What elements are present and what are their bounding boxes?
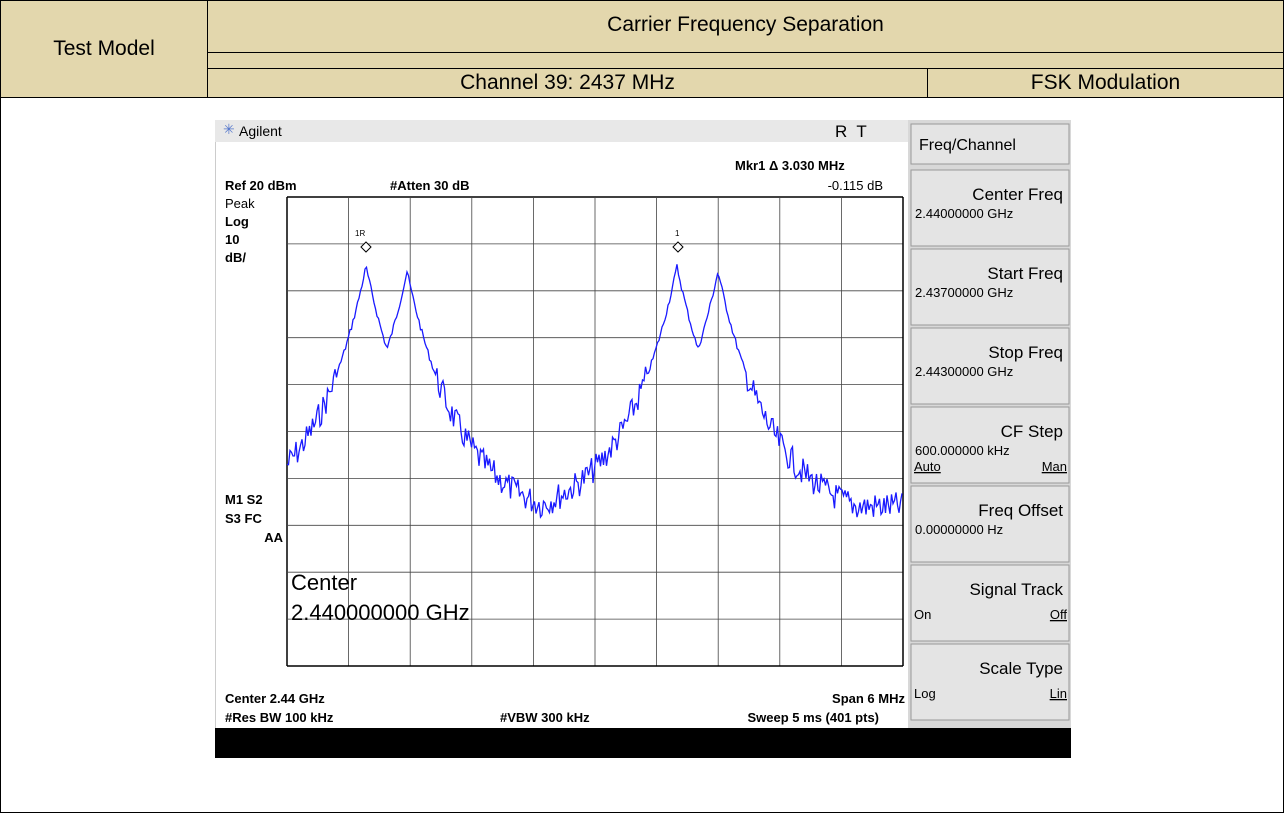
brand: Agilent [239, 123, 282, 139]
footer-vbw: #VBW 300 kHz [500, 710, 590, 725]
top-bar [215, 120, 908, 142]
marker-delta [672, 241, 684, 253]
marker: Mkr1 Δ 3.030 MHz [735, 158, 845, 173]
empty-cell [207, 52, 1284, 69]
marker-level: -0.115 dB [828, 178, 883, 193]
softkey-option: Off [1050, 607, 1067, 622]
softkey-option: Lin [1050, 686, 1067, 701]
scale-label: Log [225, 214, 249, 229]
softkey-value: 2.44300000 GHz [915, 364, 1013, 379]
scale-label: 10 [225, 232, 239, 247]
status-label: S3 FC [225, 511, 262, 526]
softkey-value: 0.00000000 Hz [915, 522, 1003, 537]
status: R T [835, 122, 867, 141]
softkey[interactable] [910, 485, 1070, 563]
softkey-value: 2.43700000 GHz [915, 285, 1013, 300]
scale-label: dB/ [225, 250, 246, 265]
softkey-title: Freq Offset [978, 501, 1063, 520]
marker-ref [360, 241, 372, 253]
status-bar [215, 728, 1071, 758]
channel-cell: Channel 39: 2437 MHz [207, 68, 928, 98]
status-label: M1 S2 [225, 492, 263, 507]
footer-center: Center 2.44 GHz [225, 691, 325, 706]
trace [286, 264, 903, 519]
softkey-option: Log [914, 686, 936, 701]
title-cell: Carrier Frequency Separation [207, 0, 1284, 53]
center-annotation: Center [291, 570, 357, 595]
softkey-value: 2.44000000 GHz [915, 206, 1013, 221]
softkey-option: Auto [914, 459, 941, 474]
analyzer-screenshot: ✳ Agilent R T Mkr1 Δ 3.030 MHz -0.115 dB… [215, 120, 1071, 758]
footer-sweep: Sweep 5 ms (401 pts) [748, 710, 880, 725]
softkey-title: Scale Type [979, 659, 1063, 678]
marker-ref-label: 1R [355, 229, 365, 238]
grid [286, 196, 904, 667]
modulation-cell: FSK Modulation [927, 68, 1284, 98]
footer-rbw: #Res BW 100 kHz [225, 710, 334, 725]
softkey-option: Man [1042, 459, 1067, 474]
logo: ✳ [223, 121, 235, 137]
label-cell: Test Model [0, 0, 208, 98]
softkey[interactable] [910, 643, 1070, 721]
scale-label: Peak [225, 196, 255, 211]
softkey-title: Signal Track [969, 580, 1063, 599]
footer-span: Span 6 MHz [832, 691, 905, 706]
softkey-menu [910, 123, 1070, 165]
softkey-title: Center Freq [972, 185, 1063, 204]
softkey[interactable] [910, 406, 1070, 484]
softkey[interactable] [910, 564, 1070, 642]
softkey-value: 600.000000 kHz [915, 443, 1010, 458]
softkey-title: Stop Freq [988, 343, 1063, 362]
softkey-option: On [914, 607, 931, 622]
ref-level: Ref 20 dBm [225, 178, 297, 193]
center-annotation: 2.440000000 GHz [291, 600, 470, 625]
attenuation: #Atten 30 dB [390, 178, 469, 193]
marker-delta-label: 1 [675, 229, 680, 238]
softkey-menu-title: Freq/Channel [919, 137, 1016, 154]
softkey[interactable] [910, 169, 1070, 247]
softkey-title: Start Freq [987, 264, 1063, 283]
status-label: AA [264, 530, 283, 545]
softkey-title: CF Step [1001, 422, 1063, 441]
softkey[interactable] [910, 327, 1070, 405]
softkey[interactable] [910, 248, 1070, 326]
